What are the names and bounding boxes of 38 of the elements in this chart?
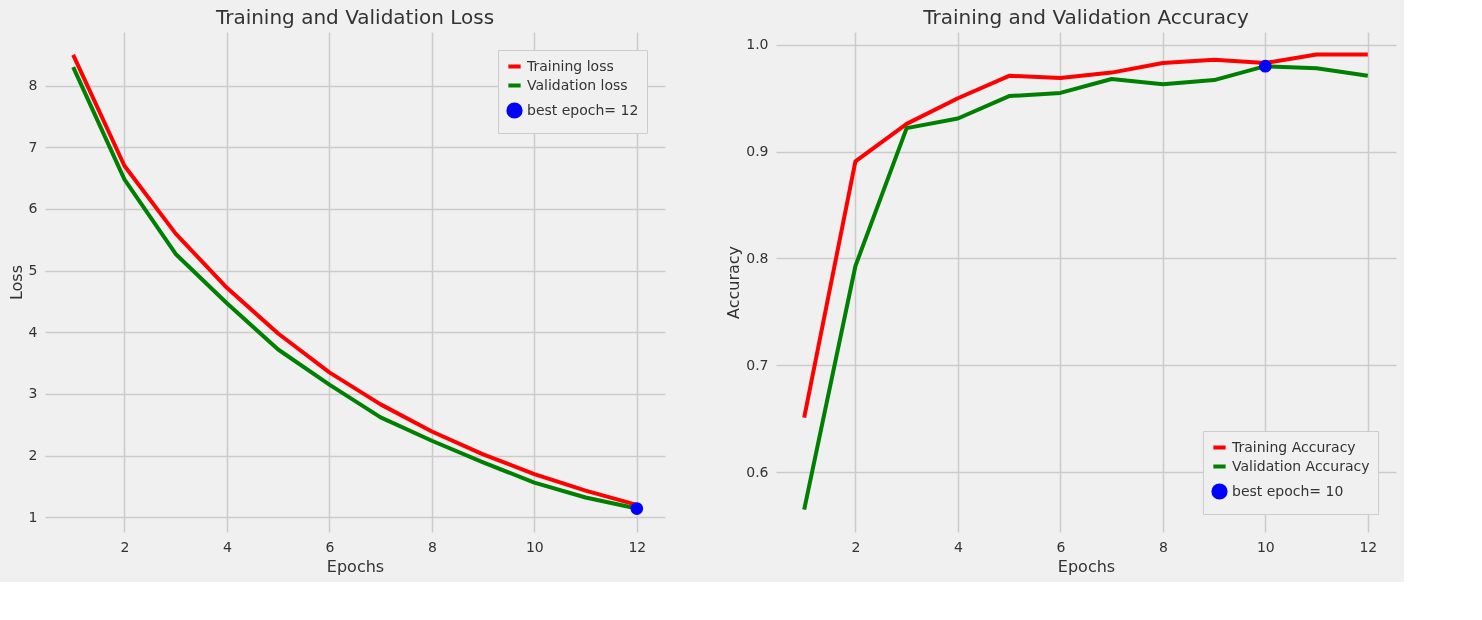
x-tick-label: 10: [1256, 538, 1275, 555]
x-tick-label: 10: [525, 538, 544, 555]
y-tick-label: 1: [28, 508, 38, 525]
y-tick-label: 3: [28, 385, 38, 402]
x-tick-label: 4: [953, 538, 963, 555]
x-axis-title: Epochs: [326, 556, 385, 576]
x-tick-label: 2: [851, 538, 861, 555]
x-tick-label: 8: [1158, 538, 1168, 555]
x-axis-title: Epochs: [1057, 556, 1116, 576]
y-tick-label: 8: [28, 77, 38, 94]
legend-label: best epoch= 12: [527, 101, 639, 118]
legend-label: Training Accuracy: [1231, 438, 1356, 455]
legend-label: Training loss: [526, 57, 614, 74]
x-tick-label: 12: [628, 538, 647, 555]
y-tick-label: 0.7: [746, 356, 769, 373]
y-axis-title: Accuracy: [724, 245, 744, 320]
x-tick-label: 12: [1359, 538, 1378, 555]
x-tick-label: 6: [1056, 538, 1066, 555]
legend-label: Validation loss: [527, 76, 628, 93]
x-tick-label: 8: [427, 538, 437, 555]
legend-label: best epoch= 10: [1232, 482, 1344, 499]
y-tick-label: 1.0: [746, 36, 769, 53]
chart-title: Training and Validation Accuracy: [922, 5, 1249, 29]
chart-title: Training and Validation Loss: [214, 5, 495, 29]
x-tick-label: 2: [120, 538, 130, 555]
y-tick-label: 5: [28, 262, 38, 279]
y-tick-label: 7: [28, 138, 38, 155]
y-tick-label: 6: [28, 200, 38, 217]
y-tick-label: 0.9: [746, 143, 769, 160]
y-axis-title: Loss: [6, 264, 26, 301]
x-tick-label: 6: [325, 538, 335, 555]
x-tick-label: 4: [222, 538, 232, 555]
y-tick-label: 0.8: [746, 250, 769, 266]
line-series: [802, 52, 1370, 420]
y-tick-label: 2: [28, 447, 38, 464]
y-tick-label: 0.6: [746, 463, 769, 480]
legend-label: Validation Accuracy: [1232, 457, 1370, 474]
y-tick-label: 4: [28, 323, 38, 340]
